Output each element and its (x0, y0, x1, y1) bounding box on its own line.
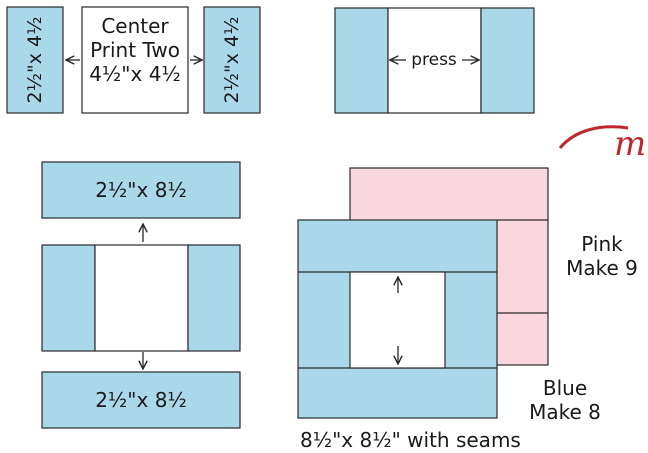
step3-unit-left (41, 244, 96, 352)
step1-center-line1: Center (101, 14, 169, 38)
step1-center-line3: 4½"x 4½ (89, 62, 181, 86)
blue-label-line2: Make 8 (529, 400, 601, 424)
pink-label-line1: Pink (581, 232, 623, 256)
step3-top-strip-label: 2½"x 8½ (95, 178, 187, 202)
step2-left-strip (334, 7, 389, 114)
pink-label: Pink Make 9 (558, 232, 646, 280)
step2-press-label: press (411, 50, 457, 70)
step3-unit-right (187, 244, 241, 352)
step1-center-label: Center Print Two 4½"x 4½ (82, 14, 188, 86)
blue-label: Blue Make 8 (515, 376, 615, 424)
blue-label-line1: Blue (542, 376, 588, 400)
step1-right-strip-label: 2½"x 4½ (221, 16, 243, 104)
step3-bottom-strip (41, 371, 241, 429)
step3-unit-center (94, 244, 189, 352)
step1-left-strip-label: 2½"x 4½ (24, 16, 46, 104)
logo-swoosh (558, 125, 629, 149)
size-caption: 8½"x 8½" with seams (300, 428, 521, 452)
step1-center-square (81, 6, 189, 114)
step3-bottom-strip-label: 2½"x 8½ (95, 388, 187, 412)
step3-top-strip (41, 161, 241, 219)
logo-fragment: m (614, 124, 647, 164)
step1-left-strip (6, 6, 64, 114)
step1-center-line2: Print Two (90, 38, 180, 62)
step2-right-strip (480, 7, 535, 114)
step1-right-strip (203, 6, 261, 114)
pink-label-line2: Make 9 (566, 256, 638, 280)
